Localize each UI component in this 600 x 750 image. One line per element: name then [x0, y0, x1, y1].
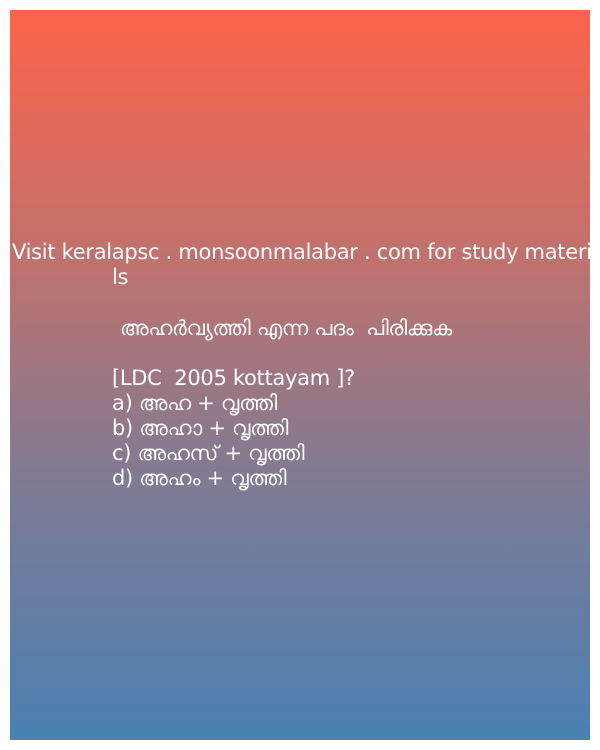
option-c: c) അഹസ് + വൃത്തി — [112, 441, 305, 465]
site-promo-line-1: Visit keralapsc . monsoonmalabar . com f… — [12, 240, 600, 264]
option-a: a) അഹ + വൃത്തി — [112, 391, 278, 415]
question-text: അഹർവ്യത്തി എന്ന പദം പിരിക്കുക — [120, 316, 452, 340]
site-promo-line-2: ls — [112, 265, 129, 289]
option-b: b) അഹാ + വൃത്തി — [112, 416, 289, 440]
option-d: d) അഹം + വൃത്തി — [112, 466, 287, 490]
exam-reference: [LDC 2005 kottayam ]? — [112, 366, 355, 390]
question-card: Visit keralapsc . monsoonmalabar . com f… — [10, 10, 600, 740]
